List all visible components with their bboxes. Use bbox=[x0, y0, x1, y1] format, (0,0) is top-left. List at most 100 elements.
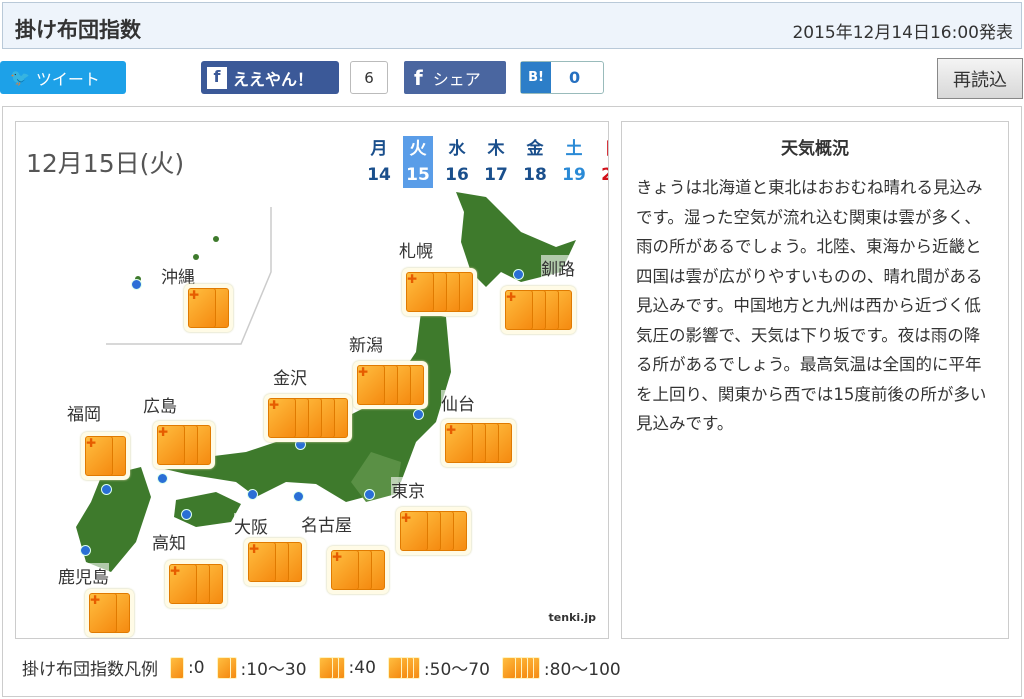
day-number: 14 bbox=[367, 165, 391, 185]
futon-index-marker[interactable]: ✚ bbox=[327, 546, 389, 594]
futon-card-icon: ✚ bbox=[357, 365, 385, 405]
hatena-bookmark-button[interactable]: B! 0 bbox=[520, 61, 604, 94]
futon-index-marker[interactable]: ✚ bbox=[184, 284, 233, 332]
futon-index-map: 12月15日(火) 月 14 火 15 水 16 木 17 金 18 土 19 日20 沖縄 ✚ 札幌 ✚… bbox=[15, 121, 609, 639]
city-dot bbox=[101, 484, 112, 495]
japan-map bbox=[76, 192, 576, 572]
legend-label: :10〜30 bbox=[240, 660, 307, 680]
day-tab-20[interactable]: 日20 bbox=[598, 136, 609, 188]
legend-label: :50〜70 bbox=[423, 660, 490, 680]
hatena-count: 0 bbox=[569, 68, 581, 87]
city-dot bbox=[80, 545, 91, 556]
futon-index-marker[interactable]: ✚ bbox=[244, 538, 306, 586]
futon-card-icon: ✚ bbox=[188, 288, 216, 328]
legend-item: :10〜30 bbox=[216, 655, 307, 680]
city-label: 広島 bbox=[143, 392, 177, 417]
city-dot bbox=[413, 409, 424, 420]
futon-legend-icon bbox=[501, 656, 540, 679]
futon-legend-icon bbox=[216, 656, 237, 679]
tweet-button[interactable]: 🐦 ツイート bbox=[0, 61, 126, 94]
city-dot bbox=[181, 509, 192, 520]
tweet-label: ツイート bbox=[35, 69, 100, 89]
futon-card-icon: ✚ bbox=[331, 550, 359, 590]
weather-overview-title: 天気概況 bbox=[781, 139, 849, 159]
day-number: 17 bbox=[484, 165, 508, 185]
hatena-icon: B! bbox=[521, 62, 551, 93]
day-tab-18[interactable]: 金 18 bbox=[520, 136, 550, 188]
city-dot bbox=[131, 279, 142, 290]
city-dot bbox=[247, 489, 258, 500]
futon-legend-icon bbox=[318, 656, 345, 679]
futon-index-marker[interactable]: ✚ bbox=[85, 589, 134, 637]
city-label: 鹿児島 bbox=[58, 563, 109, 588]
futon-card-icon: ✚ bbox=[400, 511, 428, 551]
day-number: 16 bbox=[445, 165, 469, 185]
legend: 掛け布団指数凡例 :0 :10〜30 :40 :50〜70 :80〜100 bbox=[22, 655, 621, 680]
day-tab-17[interactable]: 木 17 bbox=[481, 136, 511, 188]
content-frame bbox=[2, 106, 1022, 697]
day-name: 金 bbox=[526, 139, 544, 159]
city-label: 大阪 bbox=[234, 513, 268, 538]
weather-overview-text: きょうは北海道と東北はおおむね晴れる見込みです。湿った空気が流れ込む関東は雲が多… bbox=[636, 178, 987, 433]
legend-label: :80〜100 bbox=[543, 660, 621, 680]
futon-index-marker[interactable]: ✚ bbox=[441, 419, 516, 467]
day-name: 日 bbox=[598, 136, 609, 162]
day-name: 水 bbox=[448, 139, 466, 159]
futon-card-icon: ✚ bbox=[157, 425, 185, 465]
futon-card-icon: ✚ bbox=[445, 423, 473, 463]
like-button[interactable]: f ええやん！ bbox=[201, 61, 339, 94]
like-label: ええやん！ bbox=[233, 69, 314, 89]
futon-index-marker[interactable]: ✚ bbox=[501, 286, 576, 334]
futon-index-marker[interactable]: ✚ bbox=[402, 268, 477, 316]
city-label: 高知 bbox=[152, 529, 186, 554]
share-label: シェア bbox=[432, 69, 481, 89]
day-tab-19[interactable]: 土 19 bbox=[559, 136, 589, 188]
city-label: 沖縄 bbox=[161, 263, 195, 288]
day-tab-14[interactable]: 月 14 bbox=[364, 136, 394, 188]
legend-label: :40 bbox=[348, 657, 376, 678]
like-count: 6 bbox=[350, 61, 388, 94]
legend-title: 掛け布団指数凡例 bbox=[22, 660, 158, 680]
city-label: 名古屋 bbox=[301, 511, 352, 536]
day-tab-15[interactable]: 火 15 bbox=[403, 136, 433, 188]
futon-legend-icon bbox=[387, 656, 420, 679]
day-name: 木 bbox=[487, 139, 505, 159]
tenki-logo: tenki.jp bbox=[548, 611, 596, 624]
day-number: 15 bbox=[406, 165, 430, 185]
legend-label: :0 bbox=[188, 657, 205, 678]
futon-index-marker[interactable]: ✚ bbox=[353, 361, 428, 409]
futon-index-marker[interactable]: ✚ bbox=[153, 421, 215, 469]
page-title: 掛け布団指数 bbox=[15, 18, 141, 42]
city-dot bbox=[157, 473, 168, 484]
city-dot bbox=[513, 269, 524, 280]
legend-item: :40 bbox=[318, 655, 376, 680]
futon-card-icon: ✚ bbox=[89, 593, 117, 633]
futon-card-icon: ✚ bbox=[169, 564, 197, 604]
futon-legend-icon bbox=[170, 656, 184, 679]
forecast-date: 12月15日(火) bbox=[26, 149, 185, 178]
city-dot bbox=[364, 489, 375, 500]
day-number: 18 bbox=[523, 165, 547, 185]
weather-overview-panel: 天気概況 きょうは北海道と東北はおおむね晴れる見込みです。湿った空気が流れ込む関… bbox=[621, 121, 1009, 639]
legend-item: :0 bbox=[170, 655, 205, 680]
futon-card-icon: ✚ bbox=[248, 542, 276, 582]
futon-index-marker[interactable]: ✚ bbox=[81, 432, 130, 480]
day-name: 土 bbox=[565, 139, 583, 159]
futon-card-icon: ✚ bbox=[85, 436, 113, 476]
futon-card-icon: ✚ bbox=[406, 272, 434, 312]
legend-item: :80〜100 bbox=[501, 655, 621, 680]
futon-card-icon: ✚ bbox=[505, 290, 533, 330]
reload-button[interactable]: 再読込 bbox=[937, 58, 1023, 99]
city-label: 仙台 bbox=[441, 390, 475, 415]
day-tab-16[interactable]: 水 16 bbox=[442, 136, 472, 188]
futon-index-marker[interactable]: ✚ bbox=[264, 394, 352, 442]
city-label: 釧路 bbox=[541, 255, 575, 280]
city-dot bbox=[293, 491, 304, 502]
futon-index-marker[interactable]: ✚ bbox=[165, 560, 227, 608]
day-name: 月 bbox=[370, 139, 388, 159]
city-label: 福岡 bbox=[67, 400, 101, 425]
futon-index-marker[interactable]: ✚ bbox=[396, 507, 471, 555]
facebook-icon: f bbox=[207, 66, 227, 89]
facebook-f-icon: f bbox=[414, 65, 423, 90]
share-button[interactable]: f シェア bbox=[404, 61, 506, 94]
